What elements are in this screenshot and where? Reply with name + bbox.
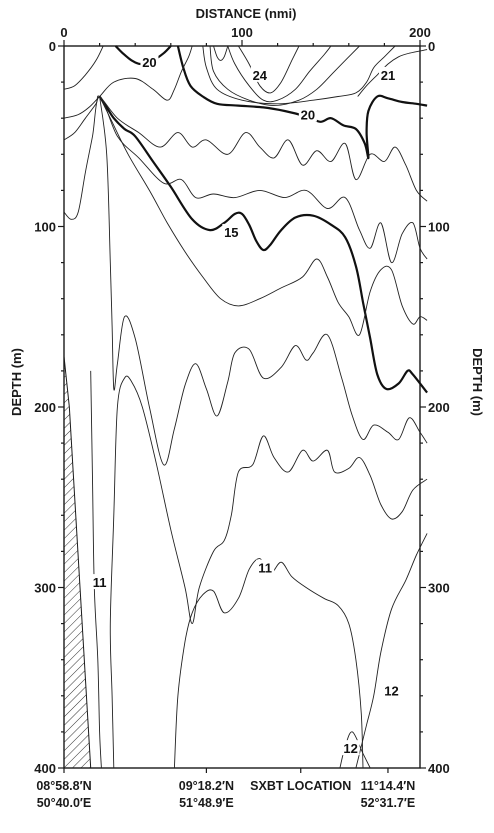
contour-label: 11 [93,575,107,590]
left-tick-label: 0 [49,39,56,54]
contour-iso-bold-15 [98,95,428,394]
contour-iso-21 [357,49,428,97]
contour-label: 21 [381,68,395,83]
contour-iso-13b [109,375,428,769]
contour-iso-24 [227,45,332,103]
plot-area: 20 24 21 20 15 11 11 12 12 [63,45,428,769]
top-axis-title: DISTANCE (nmi) [196,6,297,21]
bottom-location-label: 11°14.4′N [361,779,416,793]
contour-label: 12 [343,741,357,756]
contour-iso-sfc-b [63,45,193,119]
top-tick-label: 200 [409,25,431,40]
bottom-location-label: 50°40.0′E [37,796,92,810]
contour-label-bg [222,223,241,239]
left-tick-label: 300 [34,581,56,596]
left-tick-label: 400 [34,761,56,776]
contour-iso-23 [209,45,360,107]
right-tick-label: 200 [428,400,450,415]
contour-labels: 20 24 21 20 15 11 11 12 12 [90,54,401,756]
contour-iso-25 [238,45,300,94]
left-axis-ticks: 0 100 200 300 400 [34,39,64,776]
right-tick-label: 100 [428,220,450,235]
contour-label-bg [341,740,360,756]
contour-iso-26 [213,45,229,61]
bottom-location-label: 52°31.7′E [361,796,416,810]
left-tick-label: 100 [34,220,56,235]
bottom-location-label: SXBT LOCATION [250,779,351,793]
bottom-location-labels: 08°58.8′N 50°40.0′E 09°18.2′N 51°48.9′E SXBT… [36,768,415,810]
right-tick-label: 0 [428,39,435,54]
minor-ticks [61,43,423,733]
bottom-location-label: 08°58.8′N [36,779,91,793]
contour-iso-14 [99,96,428,336]
contour-label: 15 [224,225,238,240]
contour-label-bg [378,66,397,82]
left-tick-label: 200 [34,400,56,415]
right-axis-ticks: 0 100 200 300 400 [420,39,450,776]
bottom-location-label: 09°18.2′N [179,779,234,793]
contour-iso-12 [90,370,102,769]
contour-label: 11 [258,561,272,576]
right-tick-label: 400 [428,761,450,776]
contour-lines [63,45,428,769]
contour-iso-16 [63,96,428,264]
contour-label-bg [250,66,269,82]
top-tick-label: 0 [60,25,67,40]
left-axis-title: DEPTH (m) [9,348,24,416]
contour-label-bg [90,574,109,590]
contour-label: 20 [301,108,315,123]
contour-iso-bold-upper [176,45,428,160]
right-tick-label: 300 [428,581,450,596]
bottom-location-label: 51°48.9′E [179,796,234,810]
contour-iso-22 [202,45,396,105]
contour-label: 12 [384,683,398,698]
contour-label-bg [140,54,159,70]
contour-label-bg [298,106,317,122]
contour-iso-sfc-a [63,45,104,90]
right-axis-title: DEPTH (m) [470,348,485,416]
contour-iso-11 [173,558,364,769]
contour-label: 24 [253,68,268,83]
contour-label-bg [256,559,275,575]
seafloor-hatched-wedge [63,356,92,769]
contour-label-bg [382,682,401,698]
contour-iso-12-right-b [355,533,428,769]
top-tick-label: 100 [231,25,253,40]
top-axis-ticks: 0 100 200 [60,25,431,46]
contour-iso-13a [99,96,428,466]
contour-label: 20 [142,55,156,70]
contour-iso-17 [63,95,428,202]
